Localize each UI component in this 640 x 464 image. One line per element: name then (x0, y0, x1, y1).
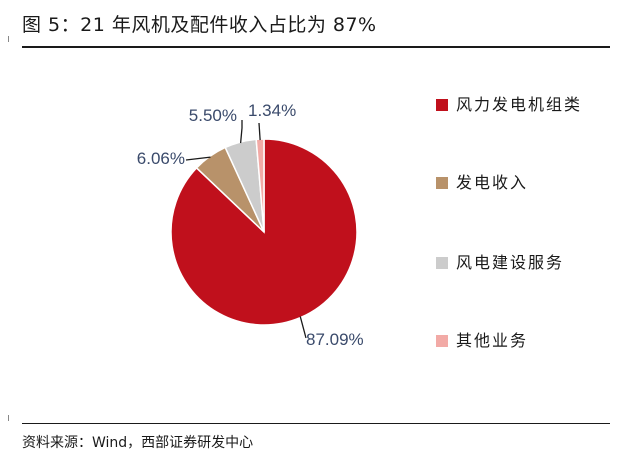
source-note: 资料来源：Wind，西部证券研发中心 (22, 435, 254, 451)
legend-label: 发电收入 (456, 173, 529, 192)
data-label: 1.34% (248, 101, 296, 120)
legend-swatch (436, 99, 448, 111)
leader-line (185, 156, 211, 161)
data-label: 5.50% (189, 106, 237, 125)
legend-item: 发电收入 (436, 172, 596, 194)
legend-swatch (436, 177, 448, 189)
leader-line (258, 122, 261, 141)
legend-item: 其他业务 (436, 330, 596, 352)
data-label: 6.06% (137, 149, 185, 168)
legend-label: 风力发电机组类 (456, 95, 583, 114)
margin-tick (8, 415, 9, 421)
legend-label: 风电建设服务 (456, 253, 565, 272)
legend-label: 其他业务 (456, 331, 529, 350)
title-divider (22, 46, 610, 48)
leader-line (239, 120, 243, 144)
legend-swatch (436, 257, 448, 269)
legend-swatch (436, 335, 448, 347)
legend-item: 风电建设服务 (436, 252, 596, 274)
figure-title: 图 5：21 年风机及配件收入占比为 87% (22, 14, 377, 36)
data-label: 87.09% (306, 330, 364, 349)
leader-line (299, 316, 307, 339)
source-divider (22, 423, 610, 424)
margin-tick (8, 36, 9, 42)
legend-item: 风力发电机组类 (436, 94, 596, 116)
